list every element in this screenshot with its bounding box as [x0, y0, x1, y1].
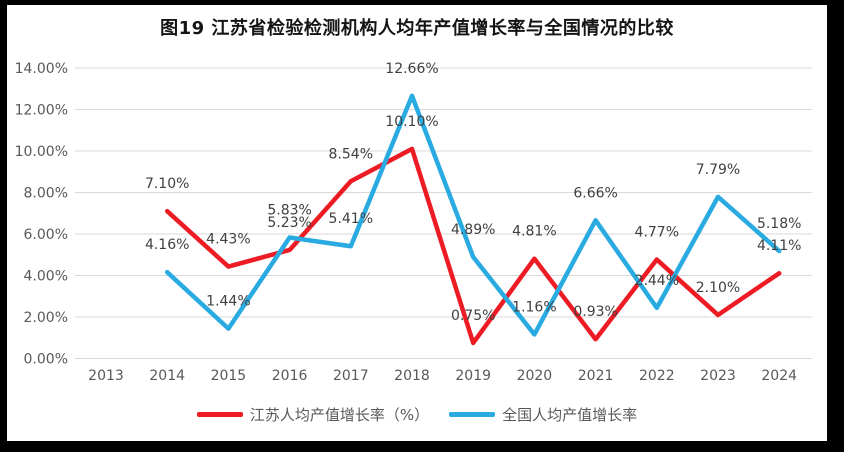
- data-label-national-2024: 5.18%: [757, 216, 801, 232]
- legend: 江苏人均产值增长率（%） 全国人均产值增长率: [7, 404, 827, 425]
- legend-item-national: 全国人均产值增长率: [449, 404, 637, 425]
- x-axis-tick-label: 2014: [149, 368, 185, 384]
- x-axis-tick-label: 2019: [455, 368, 491, 384]
- data-label-jiangsu-2017: 8.54%: [329, 146, 373, 162]
- x-axis-tick-label: 2013: [88, 368, 124, 384]
- x-axis-tick-label: 2021: [578, 368, 614, 384]
- data-label-jiangsu-2015: 4.43%: [206, 232, 250, 248]
- legend-marker-national-icon: [449, 412, 496, 417]
- line-chart-plot: 0.00% 2.00% 4.00% 6.00% 8.00% 10.00% 12.00% 14.…: [15, 61, 812, 384]
- data-label-jiangsu-2018: 10.10%: [385, 114, 438, 130]
- data-label-national-2017: 5.41%: [329, 211, 373, 227]
- y-axis-tick-label: 2.00%: [24, 310, 68, 326]
- y-axis-tick-label: 8.00%: [24, 186, 68, 202]
- legend-label-jiangsu: 江苏人均产值增长率（%）: [249, 406, 430, 424]
- y-axis-tick-label: 6.00%: [24, 227, 68, 243]
- data-label-jiangsu-2016: 5.23%: [267, 215, 311, 231]
- chart-title: 图19 江苏省检验检测机构人均年产值增长率与全国情况的比较: [160, 18, 674, 39]
- data-label-jiangsu-2023: 2.10%: [696, 280, 740, 296]
- data-label-jiangsu-2021: 0.93%: [573, 304, 617, 320]
- legend-item-jiangsu: 江苏人均产值增长率（%）: [196, 404, 430, 425]
- legend-label-national: 全国人均产值增长率: [502, 406, 638, 424]
- x-axis-tick-label: 2024: [761, 368, 797, 384]
- data-label-national-2023: 7.79%: [696, 162, 740, 178]
- data-label-jiangsu-2019: 0.75%: [451, 308, 495, 324]
- x-axis-tick-label: 2023: [700, 368, 736, 384]
- y-axis-tick-label: 12.00%: [15, 103, 68, 119]
- legend-marker-jiangsu-icon: [196, 412, 243, 417]
- data-label-national-2019: 4.89%: [451, 222, 495, 238]
- x-axis-tick-label: 2015: [211, 368, 247, 384]
- data-label-national-2021: 6.66%: [573, 185, 617, 201]
- x-axis-tick-label: 2017: [333, 368, 369, 384]
- y-axis-tick-label: 14.00%: [15, 61, 68, 77]
- data-label-jiangsu-2014: 7.10%: [145, 176, 189, 192]
- y-axis-tick-label: 4.00%: [24, 269, 68, 285]
- data-label-national-2015: 1.44%: [206, 294, 250, 310]
- x-axis-tick-label: 2022: [639, 368, 675, 384]
- series-line-national: [164, 93, 782, 337]
- x-axis-tick-label: 2016: [272, 368, 308, 384]
- data-label-national-2014: 4.16%: [145, 237, 189, 253]
- data-label-national-2018: 12.66%: [385, 61, 438, 77]
- data-label-jiangsu-2022: 4.77%: [635, 225, 679, 241]
- data-label-jiangsu-2020: 4.81%: [512, 224, 556, 240]
- data-label-jiangsu-2024: 4.11%: [757, 238, 801, 254]
- series-line-jiangsu: [164, 146, 782, 346]
- data-label-national-2016: 5.83%: [267, 203, 311, 219]
- x-axis-tick-label: 2018: [394, 368, 430, 384]
- chart-canvas: 图19 江苏省检验检测机构人均年产值增长率与全国情况的比较 0.00% 2.00%…: [7, 5, 827, 441]
- y-axis-tick-label: 10.00%: [15, 144, 68, 160]
- data-label-national-2020: 1.16%: [512, 299, 556, 315]
- y-axis-tick-label: 0.00%: [24, 352, 68, 368]
- data-label-national-2022: 2.44%: [635, 273, 679, 289]
- x-axis-tick-label: 2020: [517, 368, 553, 384]
